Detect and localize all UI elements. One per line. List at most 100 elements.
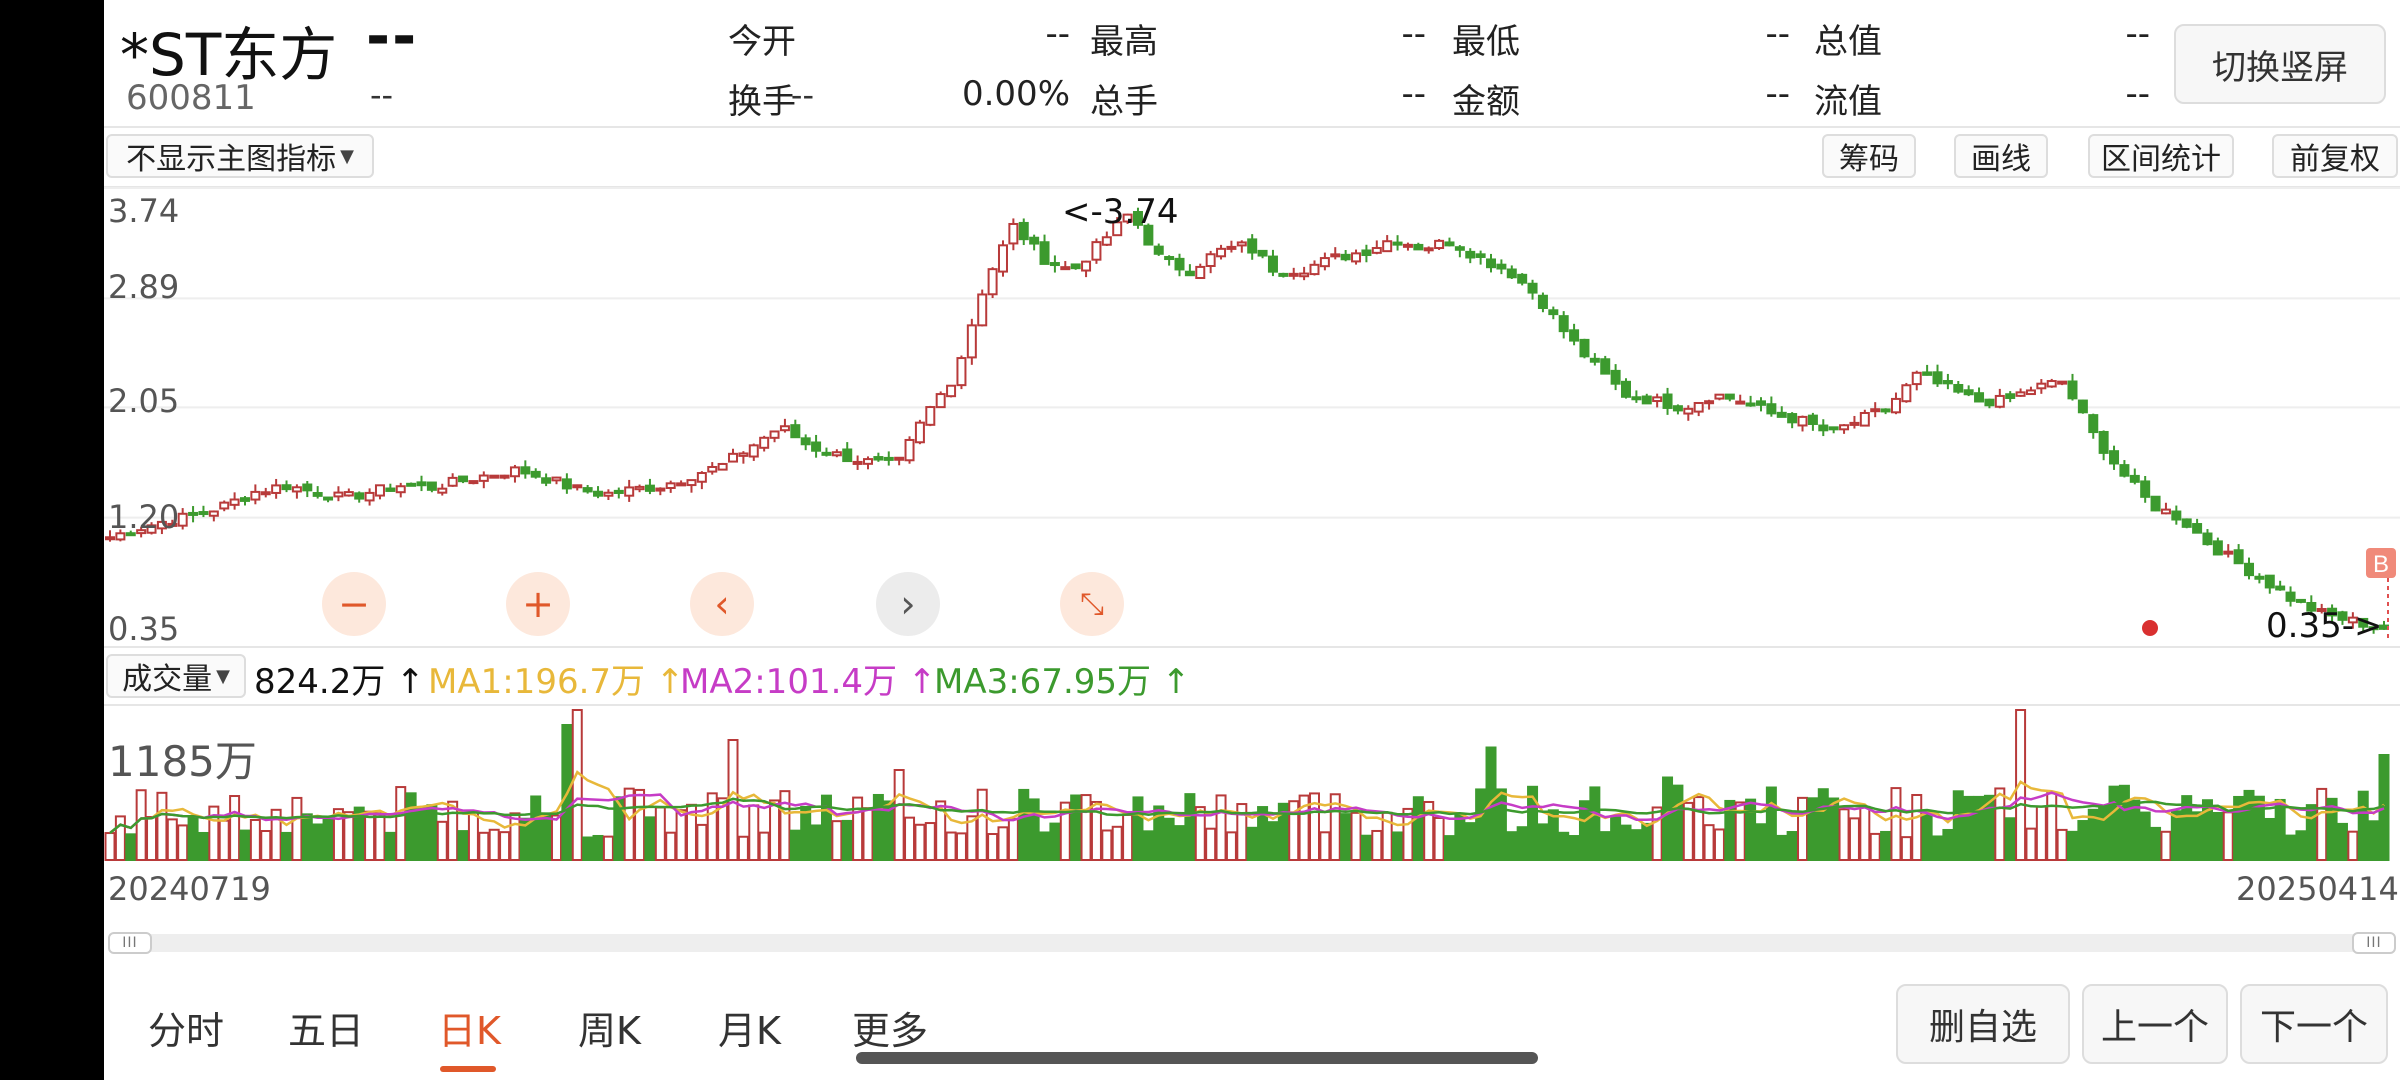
- tab-intraday[interactable]: 分时: [148, 1009, 225, 1053]
- scroll-right-button[interactable]: ›: [876, 572, 940, 636]
- volume-bar: [291, 796, 303, 861]
- candle-body: [2212, 540, 2223, 556]
- range-handle-left[interactable]: III: [108, 932, 152, 954]
- dropdown-arrow-icon: ▼: [340, 145, 354, 167]
- candle-body: [1216, 247, 1227, 258]
- candle-body: [665, 482, 676, 489]
- volume-bar: [2201, 799, 2213, 861]
- tab-monthly-k[interactable]: 月K: [718, 1009, 781, 1053]
- remove-favorite-button[interactable]: 删自选: [1896, 984, 2070, 1064]
- volume-bar: [789, 829, 801, 861]
- candle-body: [530, 470, 541, 478]
- volume-bar: [2305, 804, 2317, 861]
- tab-five-day[interactable]: 五日: [288, 1009, 365, 1053]
- volume-bar: [1163, 817, 1175, 861]
- candle-body: [1496, 263, 1507, 270]
- candle-body: [1465, 250, 1476, 259]
- volume-select[interactable]: 成交量 ▼: [106, 654, 246, 698]
- candle-body: [977, 293, 988, 327]
- volume-bar: [1298, 794, 1310, 861]
- candle-body: [1942, 380, 1953, 385]
- volume-bar: [1174, 825, 1186, 861]
- candle-body: [593, 490, 604, 497]
- candle-body: [1267, 255, 1278, 273]
- volume-bar: [2191, 811, 2203, 861]
- candle-body: [644, 484, 655, 492]
- candle-body: [250, 490, 261, 501]
- volume-bar: [2150, 826, 2162, 862]
- indicator-select[interactable]: 不显示主图指标 ▼: [106, 134, 374, 178]
- candle-body: [811, 441, 822, 452]
- volume-bar: [1869, 832, 1881, 862]
- tab-weekly-k[interactable]: 周K: [578, 1009, 641, 1053]
- tab-more[interactable]: 更多: [852, 1009, 929, 1053]
- scroll-left-button[interactable]: ‹: [690, 572, 754, 636]
- volume-bar: [2139, 811, 2151, 861]
- volume-bar: [364, 810, 376, 861]
- range-scrollbar[interactable]: [108, 934, 2396, 952]
- volume-bar: [1142, 830, 1154, 861]
- quote-label-total-value: 总值: [1814, 22, 1882, 62]
- candle-body: [1402, 243, 1413, 248]
- volume-bar: [582, 836, 594, 862]
- volume-bar: [1454, 813, 1466, 861]
- volume-bar: [1880, 830, 1892, 862]
- candle-body: [1724, 393, 1735, 400]
- next-stock-button[interactable]: 下一个: [2240, 984, 2388, 1064]
- volume-bar: [2046, 792, 2058, 861]
- volume-bar: [571, 709, 583, 861]
- ma2-value: MA2:101.4万 ↑: [680, 662, 937, 702]
- volume-bar: [1568, 835, 1580, 861]
- volume-bar: [1755, 823, 1767, 861]
- volume-bar: [1475, 788, 1487, 861]
- kline-chart[interactable]: B: [104, 186, 2400, 646]
- candle-body: [863, 458, 873, 465]
- zoom-out-button[interactable]: −: [322, 572, 386, 636]
- volume-bar: [1672, 784, 1684, 861]
- candle-body: [634, 485, 645, 491]
- candle-body: [2057, 380, 2068, 385]
- volume-bar: [467, 810, 479, 861]
- volume-bar: [1537, 823, 1549, 861]
- volume-chart[interactable]: [104, 704, 2400, 862]
- volume-bar: [1215, 794, 1227, 861]
- forward-adjust-button[interactable]: 前复权: [2272, 134, 2398, 178]
- volume-bar: [125, 833, 137, 861]
- candle-body: [426, 481, 437, 491]
- volume-bar: [1007, 817, 1019, 861]
- zoom-in-button[interactable]: +: [506, 572, 570, 636]
- candle-body: [2275, 585, 2286, 591]
- divider: [104, 704, 2400, 706]
- range-stats-button[interactable]: 区间统计: [2088, 134, 2234, 178]
- candle-body: [1164, 256, 1175, 261]
- volume-bar: [654, 806, 666, 861]
- volume-bar: [924, 822, 936, 861]
- candle-body: [904, 438, 915, 462]
- volume-bar: [2233, 795, 2245, 862]
- volume-bar: [1101, 829, 1113, 861]
- range-handle-right[interactable]: III: [2352, 932, 2396, 954]
- tab-daily-k[interactable]: 日K: [438, 1009, 501, 1053]
- switch-portrait-button[interactable]: 切换竖屏: [2174, 24, 2386, 104]
- candle-body: [291, 486, 302, 493]
- volume-bar: [530, 795, 542, 861]
- draw-line-button[interactable]: 画线: [1954, 134, 2048, 178]
- volume-bar: [1236, 803, 1248, 861]
- volume-bar: [2077, 820, 2089, 862]
- volume-bar: [1558, 831, 1570, 861]
- volume-bar: [820, 794, 832, 861]
- y-tick-label: 3.74: [108, 192, 180, 230]
- candle-body: [2150, 495, 2161, 512]
- chips-button[interactable]: 筹码: [1822, 134, 1916, 178]
- candle-body: [1340, 253, 1351, 261]
- previous-stock-button[interactable]: 上一个: [2082, 984, 2228, 1064]
- minus-icon: −: [338, 582, 370, 626]
- volume-bar: [1028, 798, 1040, 861]
- volume-bar: [1776, 834, 1788, 862]
- candle-body: [239, 497, 250, 502]
- candle-body: [966, 324, 977, 359]
- collapse-button[interactable]: ⤡: [1060, 572, 1124, 636]
- candle-body: [1101, 236, 1112, 246]
- volume-bar: [1080, 794, 1092, 861]
- volume-bar: [1153, 805, 1165, 862]
